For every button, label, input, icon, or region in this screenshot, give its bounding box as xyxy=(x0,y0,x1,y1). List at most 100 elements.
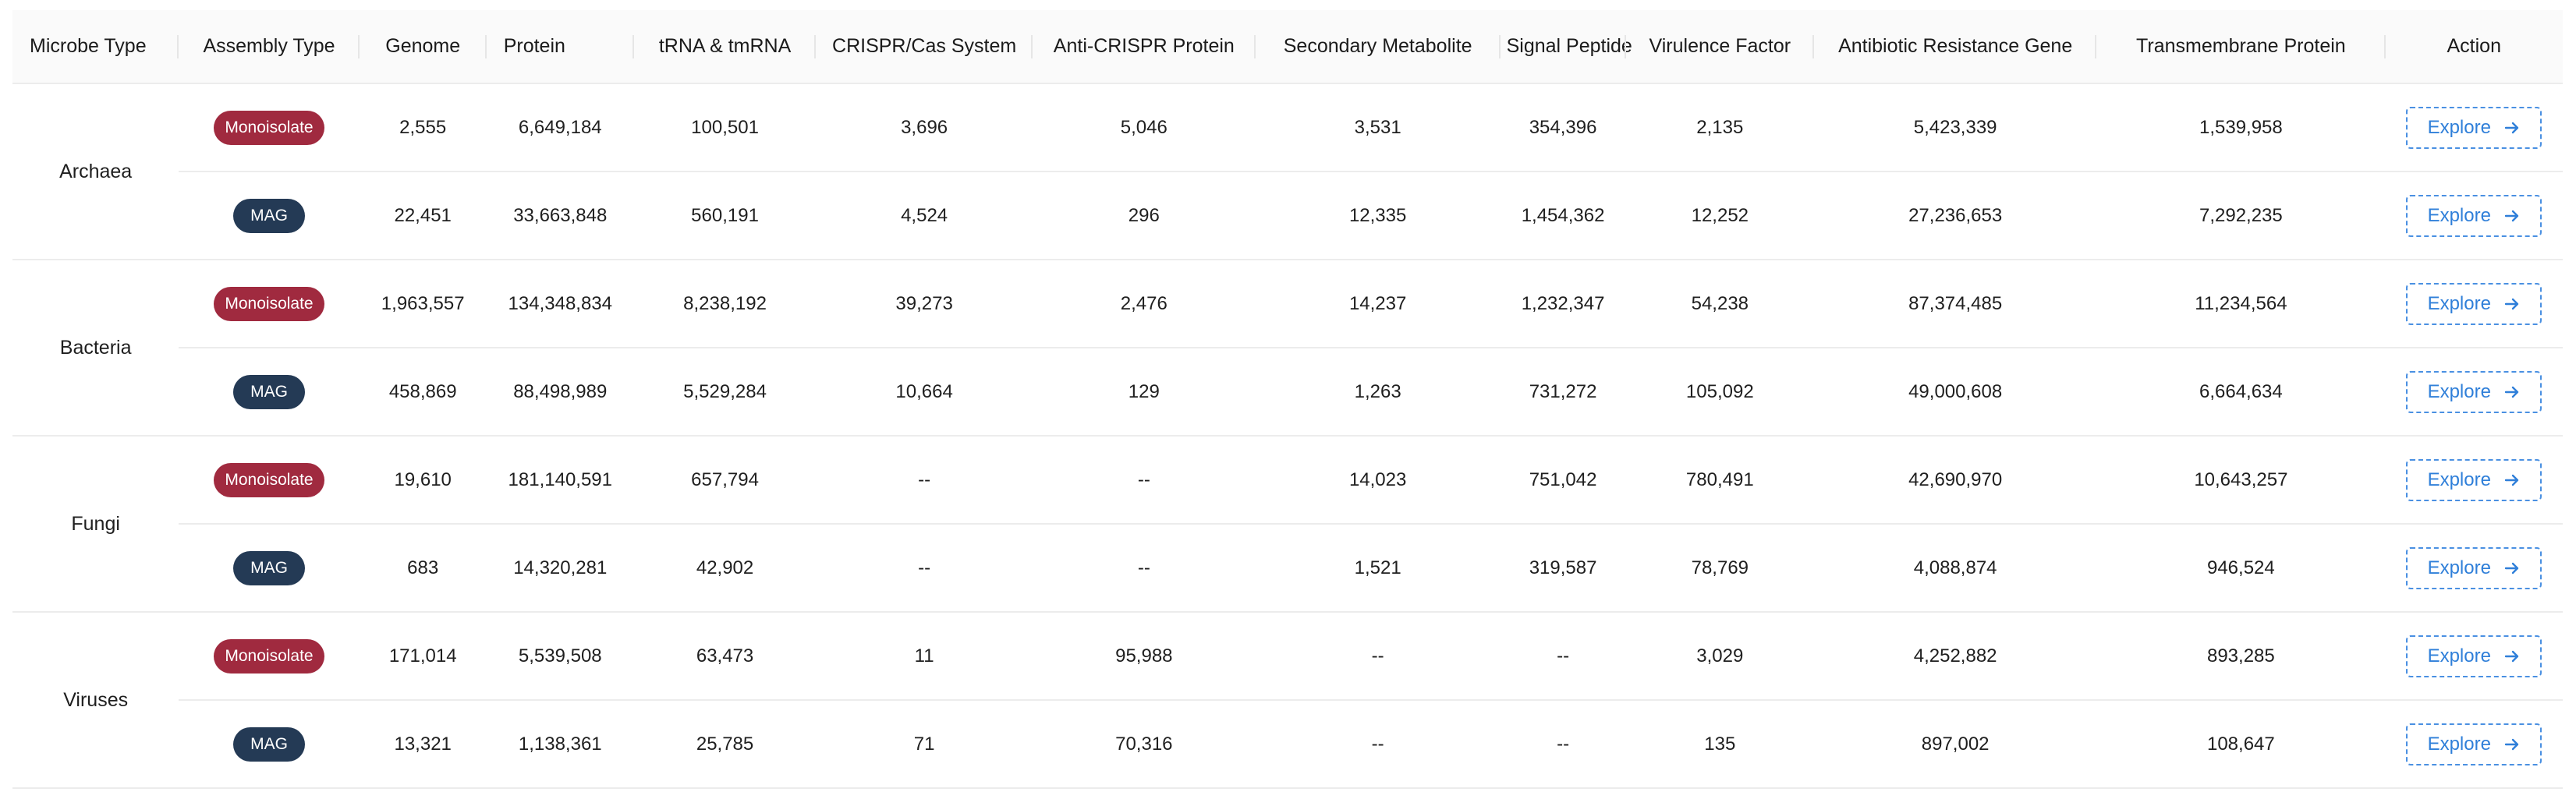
explore-button[interactable]: Explore xyxy=(2406,370,2542,413)
explore-button-label: Explore xyxy=(2427,733,2491,755)
secondary-metabolite-cell: -- xyxy=(1255,612,1501,701)
protein-cell: 88,498,989 xyxy=(486,348,634,437)
table-header: Microbe Type Assembly Type Genome Protei… xyxy=(12,10,2563,84)
antibiotic-resistance-cell: 87,374,485 xyxy=(1814,260,2097,348)
table-row: Archaea Monoisolate 2,555 6,649,184 100,501 3… xyxy=(12,83,2563,260)
action-cell: Explore xyxy=(2385,348,2563,437)
microbe-type-cell: Bacteria xyxy=(12,260,179,437)
explore-button[interactable]: Explore xyxy=(2406,635,2542,677)
action-cell: Explore xyxy=(2385,700,2563,789)
monoisolate-badge: Monoisolate xyxy=(214,286,324,321)
arrow-right-icon xyxy=(2503,736,2521,753)
explore-button[interactable]: Explore xyxy=(2406,458,2542,501)
explore-button[interactable]: Explore xyxy=(2406,723,2542,765)
monoisolate-badge: Monoisolate xyxy=(214,638,324,673)
header-signal-peptide: Signal Peptide xyxy=(1500,10,1632,84)
table-row: Bacteria Monoisolate 1,963,557 134,348,834 8… xyxy=(12,260,2563,437)
protein-cell: 14,320,281 xyxy=(486,524,634,613)
arrow-right-icon xyxy=(2503,295,2521,313)
assembly-type-cell: MAG xyxy=(179,171,360,260)
crispr-cell: 71 xyxy=(816,700,1033,789)
transmembrane-cell: 108,647 xyxy=(2096,700,2386,789)
antibiotic-resistance-cell: 4,088,874 xyxy=(1814,524,2097,613)
transmembrane-cell: 893,285 xyxy=(2096,612,2386,701)
explore-button[interactable]: Explore xyxy=(2406,282,2542,325)
signal-peptide-cell: -- xyxy=(1500,700,1626,789)
virulence-factor-cell: 54,238 xyxy=(1625,260,1815,348)
explore-button[interactable]: Explore xyxy=(2406,546,2542,589)
crispr-cell: 11 xyxy=(816,612,1033,701)
explore-button-label: Explore xyxy=(2427,380,2491,402)
table-row: MAG 13,321 1,138,361 25,785 71 70,316 -- -- 135 8… xyxy=(12,700,2563,789)
table-row: MAG 683 14,320,281 42,902 -- -- 1,521 319,587 78… xyxy=(12,524,2563,613)
microbe-type-cell: Viruses xyxy=(12,612,179,789)
transmembrane-cell: 11,234,564 xyxy=(2096,260,2386,348)
secondary-metabolite-cell: 1,521 xyxy=(1255,524,1501,613)
table-row: MAG 22,451 33,663,848 560,191 4,524 296 12,335… xyxy=(12,171,2563,260)
transmembrane-cell: 946,524 xyxy=(2096,524,2386,613)
anti-crispr-cell: 2,476 xyxy=(1032,260,1256,348)
assembly-type-cell: Monoisolate xyxy=(179,612,360,701)
header-genome: Genome xyxy=(359,10,487,84)
crispr-cell: 10,664 xyxy=(816,348,1033,437)
crispr-cell: 4,524 xyxy=(816,171,1033,260)
genome-cell: 683 xyxy=(359,524,487,613)
header-transmembrane: Transmembrane Protein xyxy=(2096,10,2386,84)
virulence-factor-cell: 3,029 xyxy=(1625,612,1815,701)
crispr-cell: -- xyxy=(816,524,1033,613)
microbe-statistics-table: Microbe Type Assembly Type Genome Protei… xyxy=(12,10,2563,789)
genome-cell: 1,963,557 xyxy=(359,260,487,348)
arrow-right-icon xyxy=(2503,648,2521,665)
assembly-type-cell: Monoisolate xyxy=(179,83,360,172)
secondary-metabolite-cell: 12,335 xyxy=(1255,171,1501,260)
header-antibiotic-resistance: Antibiotic Resistance Gene xyxy=(1814,10,2097,84)
header-protein: Protein xyxy=(486,10,634,84)
transmembrane-cell: 7,292,235 xyxy=(2096,171,2386,260)
crispr-cell: 3,696 xyxy=(816,83,1033,172)
action-cell: Explore xyxy=(2385,612,2563,701)
trna-cell: 63,473 xyxy=(633,612,817,701)
assembly-type-cell: MAG xyxy=(179,348,360,437)
arrow-right-icon xyxy=(2503,384,2521,401)
virulence-factor-cell: 105,092 xyxy=(1625,348,1815,437)
mag-badge: MAG xyxy=(233,550,305,585)
anti-crispr-cell: 70,316 xyxy=(1032,700,1256,789)
monoisolate-badge: Monoisolate xyxy=(214,110,324,145)
microbe-statistics-table-container: Microbe Type Assembly Type Genome Protei… xyxy=(12,10,2563,789)
header-secondary-metabolite: Secondary Metabolite xyxy=(1255,10,1501,84)
virulence-factor-cell: 780,491 xyxy=(1625,436,1815,525)
antibiotic-resistance-cell: 4,252,882 xyxy=(1814,612,2097,701)
mag-badge: MAG xyxy=(233,198,305,233)
table-row: MAG 458,869 88,498,989 5,529,284 10,664 129 1,… xyxy=(12,348,2563,437)
signal-peptide-cell: 731,272 xyxy=(1500,348,1626,437)
signal-peptide-cell: 354,396 xyxy=(1500,83,1626,172)
transmembrane-cell: 6,664,634 xyxy=(2096,348,2386,437)
trna-cell: 25,785 xyxy=(633,700,817,789)
header-trna: tRNA & tmRNA xyxy=(633,10,817,84)
explore-button[interactable]: Explore xyxy=(2406,194,2542,237)
trna-cell: 657,794 xyxy=(633,436,817,525)
trna-cell: 8,238,192 xyxy=(633,260,817,348)
assembly-type-cell: Monoisolate xyxy=(179,436,360,525)
signal-peptide-cell: -- xyxy=(1500,612,1626,701)
table-row: Viruses Monoisolate 171,014 5,539,508 63,473… xyxy=(12,612,2563,789)
monoisolate-badge: Monoisolate xyxy=(214,462,324,497)
signal-peptide-cell: 1,232,347 xyxy=(1500,260,1626,348)
mag-badge: MAG xyxy=(233,727,305,762)
header-virulence-factor: Virulence Factor xyxy=(1625,10,1815,84)
header-row: Microbe Type Assembly Type Genome Protei… xyxy=(12,10,2563,84)
signal-peptide-cell: 319,587 xyxy=(1500,524,1626,613)
genome-cell: 19,610 xyxy=(359,436,487,525)
explore-button[interactable]: Explore xyxy=(2406,106,2542,149)
table-row: Fungi Monoisolate 19,610 181,140,591 657,794… xyxy=(12,436,2563,613)
action-cell: Explore xyxy=(2385,83,2563,172)
header-assembly-type: Assembly Type xyxy=(179,10,360,84)
virulence-factor-cell: 12,252 xyxy=(1625,171,1815,260)
secondary-metabolite-cell: 14,023 xyxy=(1255,436,1501,525)
crispr-cell: -- xyxy=(816,436,1033,525)
trna-cell: 42,902 xyxy=(633,524,817,613)
explore-button-label: Explore xyxy=(2427,116,2491,138)
mag-badge: MAG xyxy=(233,374,305,409)
virulence-factor-cell: 2,135 xyxy=(1625,83,1815,172)
action-cell: Explore xyxy=(2385,171,2563,260)
